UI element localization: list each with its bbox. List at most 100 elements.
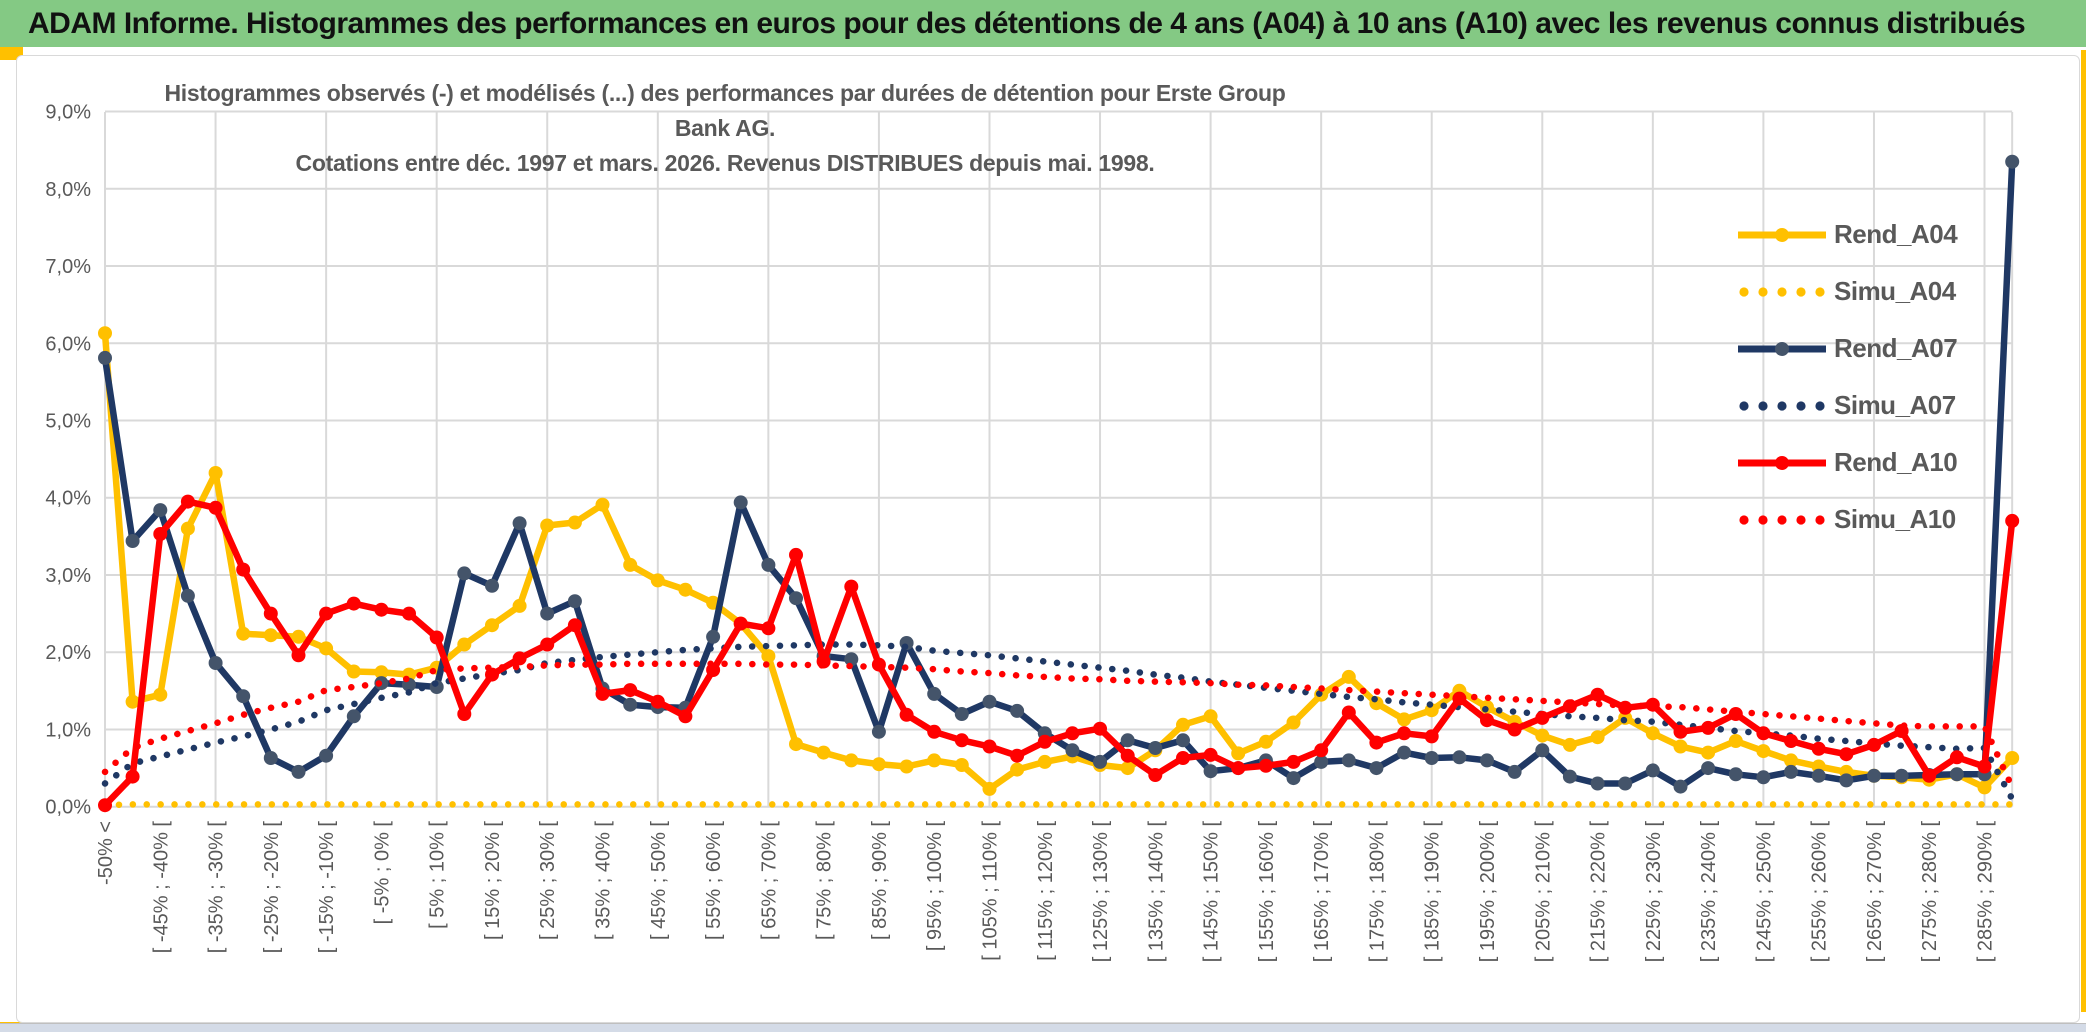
series-marker-Rend_A07 [125, 534, 140, 548]
legend-swatch-solid [1738, 455, 1826, 470]
series-marker-Rend_A04 [1756, 744, 1771, 759]
legend-item-Simu_A07[interactable]: Simu_A07 [1736, 377, 1996, 434]
series-marker-Rend_A07 [1341, 753, 1356, 768]
series-marker-Rend_A10 [1480, 713, 1494, 728]
legend-swatch-dotted [1739, 514, 1825, 525]
legend-label: Rend_A07 [1834, 333, 1958, 363]
series-line-Simu_A04 [101, 801, 2016, 809]
legend-item-Rend_A04[interactable]: Rend_A04 [1736, 206, 1996, 263]
series-marker-Rend_A10 [761, 621, 776, 636]
y-axis-tick-label: 4,0% [45, 488, 91, 510]
series-marker-Rend_A07 [1839, 773, 1854, 788]
x-axis-tick-label: [ 5% ; 10% [ [427, 821, 449, 929]
series-marker-Rend_A04 [1590, 730, 1605, 745]
series-marker-Rend_A04 [789, 737, 803, 752]
series-marker-Rend_A04 [98, 326, 112, 341]
series-marker-Rend_A10 [346, 596, 361, 611]
series-marker-Rend_A04 [374, 665, 389, 680]
series-marker-Rend_A10 [457, 707, 472, 721]
y-axis-tick-label: 7,0% [45, 256, 91, 278]
series-marker-Rend_A04 [1784, 753, 1798, 768]
series-marker-Rend_A10 [927, 724, 942, 739]
series-marker-Rend_A07 [1590, 776, 1605, 791]
legend-swatch-solid [1738, 227, 1826, 242]
series-marker-Rend_A04 [1010, 762, 1025, 777]
series-marker-Rend_A07 [567, 594, 582, 609]
legend-item-Rend_A07[interactable]: Rend_A07 [1736, 320, 1996, 377]
series-marker-Rend_A07 [1507, 764, 1522, 779]
legend-label: Simu_A04 [1834, 276, 1956, 306]
series-marker-Rend_A10 [125, 769, 140, 784]
y-axis-tick-label: 9,0% [45, 102, 91, 124]
series-marker-Rend_A07 [1203, 764, 1218, 779]
series-marker-Rend_A07 [1756, 770, 1771, 785]
series-marker-Rend_A04 [485, 618, 499, 633]
series-marker-Rend_A04 [457, 637, 472, 652]
series-marker-Rend_A07 [1535, 743, 1550, 758]
series-marker-Rend_A04 [650, 573, 665, 588]
series-marker-Rend_A07 [319, 748, 334, 763]
series-marker-Rend_A10 [1120, 748, 1135, 763]
series-marker-Rend_A10 [1286, 754, 1301, 769]
series-marker-Rend_A07 [1811, 768, 1826, 783]
x-axis-tick-label: [ -25% ; -20% [ [261, 821, 283, 954]
legend-label: Simu_A07 [1834, 390, 1956, 420]
x-axis-tick-label: [ -35% ; -30% [ [206, 821, 228, 954]
legend-item-Rend_A10[interactable]: Rend_A10 [1736, 434, 1996, 491]
x-axis-tick-label: -50% < [95, 821, 117, 885]
legend-item-Simu_A10[interactable]: Simu_A10 [1736, 491, 1996, 548]
legend-label: Rend_A04 [1834, 219, 1958, 249]
series-marker-Rend_A04 [1562, 737, 1577, 752]
series-marker-Rend_A04 [678, 582, 693, 597]
series-marker-Rend_A07 [1065, 743, 1080, 758]
series-marker-Rend_A07 [485, 578, 499, 593]
series-marker-Rend_A07 [1286, 771, 1301, 786]
x-axis-tick-label: [ 205% ; 210% [ [1532, 821, 1554, 963]
series-marker-Rend_A04 [982, 781, 997, 796]
x-axis-tick-label: [ 115% ; 120% [ [1035, 821, 1057, 961]
series-marker-Rend_A04 [1258, 734, 1273, 749]
series-marker-Rend_A10 [208, 500, 223, 515]
series-marker-Rend_A07 [291, 764, 306, 779]
series-marker-Rend_A07 [1452, 750, 1467, 765]
series-marker-Rend_A04 [1203, 709, 1218, 724]
series-marker-Rend_A07 [1314, 754, 1329, 769]
legend-item-Simu_A04[interactable]: Simu_A04 [1736, 263, 1996, 320]
series-marker-Rend_A10 [1922, 768, 1937, 783]
series-marker-Rend_A07 [1949, 767, 1964, 782]
series-marker-Rend_A04 [1120, 761, 1135, 776]
series-marker-Rend_A10 [180, 494, 195, 509]
series-marker-Rend_A07 [1728, 767, 1743, 782]
series-marker-Rend_A10 [1369, 735, 1384, 750]
series-marker-Rend_A07 [1673, 779, 1688, 794]
series-marker-Rend_A07 [789, 591, 803, 606]
x-axis-tick-label: [ 95% ; 100% [ [924, 821, 946, 952]
series-marker-Rend_A07 [1369, 761, 1384, 776]
legend-label: Rend_A10 [1834, 447, 1958, 477]
series-marker-Rend_A10 [1314, 743, 1329, 758]
x-axis-tick-label: [ 145% ; 150% [ [1201, 821, 1223, 963]
series-marker-Rend_A10 [512, 651, 527, 666]
series-marker-Rend_A04 [899, 759, 914, 774]
chart-title-line2: Cotations entre déc. 1997 et mars. 2026.… [295, 150, 1155, 176]
series-marker-Rend_A07 [844, 652, 859, 667]
series-marker-Rend_A07 [1867, 768, 1881, 783]
series-line-Rend_A10 [101, 498, 2016, 809]
series-marker-Rend_A07 [1894, 768, 1909, 783]
series-marker-Rend_A10 [954, 733, 969, 748]
series-marker-Rend_A07 [1784, 764, 1798, 779]
series-marker-Rend_A07 [954, 707, 969, 721]
x-axis-tick-label: [ 65% ; 70% [ [758, 821, 780, 940]
x-axis-tick-label: [ 265% ; 270% [ [1864, 821, 1886, 963]
series-marker-Rend_A04 [180, 521, 195, 536]
series-marker-Rend_A04 [1231, 746, 1246, 761]
series-marker-Rend_A10 [1424, 729, 1439, 744]
x-axis-tick-label: [ 55% ; 60% [ [703, 821, 725, 940]
y-axis-tick-label: 8,0% [45, 179, 91, 201]
series-marker-Rend_A07 [346, 709, 361, 724]
series-marker-Rend_A10 [678, 709, 693, 724]
series-marker-Rend_A04 [954, 758, 969, 772]
series-marker-Rend_A04 [567, 515, 582, 530]
series-marker-Rend_A07 [1176, 733, 1190, 748]
